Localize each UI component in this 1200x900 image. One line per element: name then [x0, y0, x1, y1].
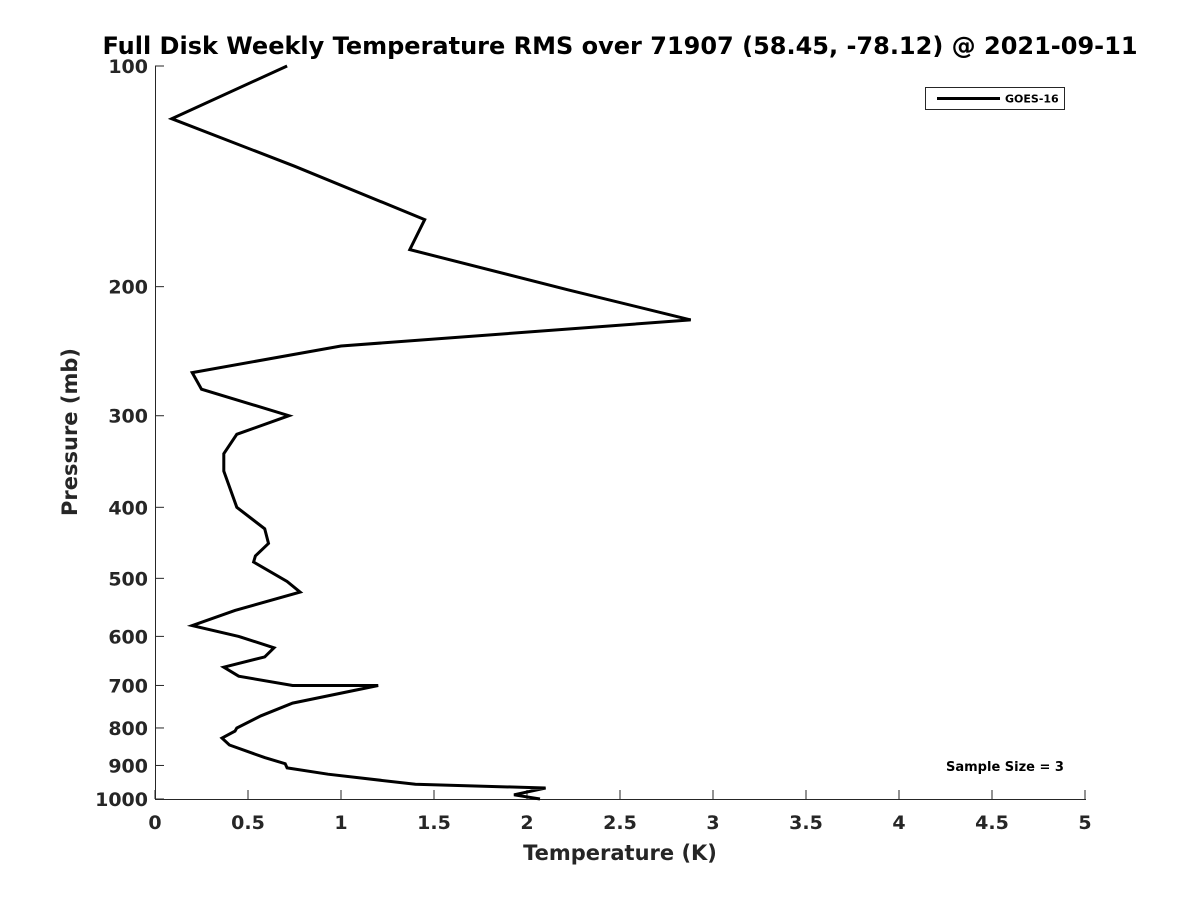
y-axis-label: Pressure (mb)	[58, 348, 82, 516]
x-tick-label: 3.5	[789, 812, 823, 834]
y-tick-label: 100	[108, 56, 148, 78]
x-tick-label: 2	[520, 812, 533, 834]
y-tick-label: 500	[108, 568, 148, 590]
y-tick-label: 700	[108, 675, 148, 697]
y-tick-label: 400	[108, 497, 148, 519]
x-tick-label: 1.5	[417, 812, 451, 834]
axes	[155, 66, 1086, 800]
y-tick-label: 1000	[95, 789, 148, 811]
y-tick-label: 600	[108, 626, 148, 648]
series-line-goes-16	[167, 64, 692, 801]
y-tick-label: 900	[108, 755, 148, 777]
x-ticks: 0 0.5 1 1.5 2 2.5 3 3.5 4 4.5 5	[148, 790, 1092, 834]
x-axis-label: Temperature (K)	[523, 841, 717, 865]
x-tick-label: 2.5	[603, 812, 637, 834]
y-tick-label: 200	[108, 277, 148, 299]
y-tick-label: 800	[108, 718, 148, 740]
y-ticks: 100 200 300 400 500 600 700 800 900 1000	[95, 56, 164, 811]
x-tick-label: 0.5	[231, 812, 265, 834]
chart-title: Full Disk Weekly Temperature RMS over 71…	[102, 32, 1137, 60]
x-tick-label: 3	[706, 812, 719, 834]
sample-size-annotation: Sample Size = 3	[946, 760, 1064, 775]
x-tick-label: 0	[148, 812, 161, 834]
legend: GOES-16	[925, 87, 1065, 110]
x-tick-label: 4	[892, 812, 905, 834]
x-tick-label: 4.5	[975, 812, 1009, 834]
legend-label-goes-16: GOES-16	[1005, 93, 1059, 106]
x-tick-label: 5	[1078, 812, 1091, 834]
x-tick-label: 1	[334, 812, 347, 834]
y-tick-label: 300	[108, 406, 148, 428]
